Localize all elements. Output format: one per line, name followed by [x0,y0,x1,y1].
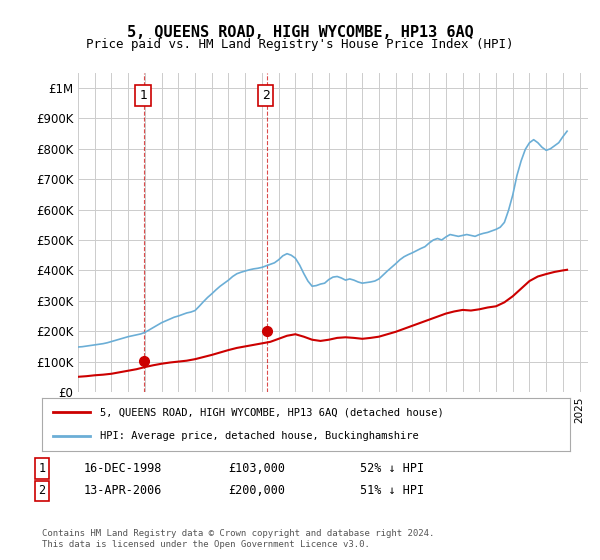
Text: 16-DEC-1998: 16-DEC-1998 [84,462,163,475]
Text: Contains HM Land Registry data © Crown copyright and database right 2024.
This d: Contains HM Land Registry data © Crown c… [42,529,434,549]
Text: 1: 1 [139,89,147,102]
Text: 1: 1 [38,462,46,475]
Text: 52% ↓ HPI: 52% ↓ HPI [360,462,424,475]
Text: HPI: Average price, detached house, Buckinghamshire: HPI: Average price, detached house, Buck… [100,431,419,441]
Text: 5, QUEENS ROAD, HIGH WYCOMBE, HP13 6AQ: 5, QUEENS ROAD, HIGH WYCOMBE, HP13 6AQ [127,25,473,40]
Text: £103,000: £103,000 [228,462,285,475]
Text: £200,000: £200,000 [228,484,285,497]
Text: 51% ↓ HPI: 51% ↓ HPI [360,484,424,497]
Text: 2: 2 [38,484,46,497]
Text: Price paid vs. HM Land Registry's House Price Index (HPI): Price paid vs. HM Land Registry's House … [86,38,514,51]
Text: 5, QUEENS ROAD, HIGH WYCOMBE, HP13 6AQ (detached house): 5, QUEENS ROAD, HIGH WYCOMBE, HP13 6AQ (… [100,408,444,418]
Text: 2: 2 [262,89,269,102]
Text: 13-APR-2006: 13-APR-2006 [84,484,163,497]
